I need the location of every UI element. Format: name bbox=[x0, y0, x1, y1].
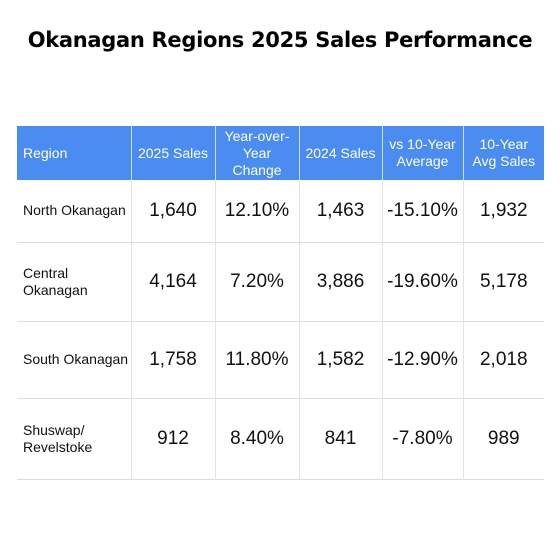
ten-year-avg-sales-cell: 989 bbox=[462, 398, 544, 479]
region-cell: Central Okanagan bbox=[23, 264, 88, 298]
column-header-2025-sales: 2025 Sales bbox=[130, 126, 215, 180]
sales-table: Region 2025 Sales Year-over-Year Change … bbox=[17, 126, 544, 480]
column-header-vs-10-year-average: vs 10-Year Average bbox=[381, 126, 463, 180]
sales-2024-cell: 1,582 bbox=[298, 321, 382, 398]
sales-2024-cell: 3,886 bbox=[298, 242, 382, 321]
sales-2025-cell: 912 bbox=[130, 398, 215, 479]
yoy-change-cell: 11.80% bbox=[214, 321, 299, 398]
sales-2025-cell: 1,758 bbox=[130, 321, 215, 398]
table-row: South Okanagan 1,758 11.80% 1,582 -12.90… bbox=[17, 321, 544, 398]
column-header-2024-sales: 2024 Sales bbox=[298, 126, 382, 180]
table-row: North Okanagan 1,640 12.10% 1,463 -15.10… bbox=[17, 180, 544, 242]
sales-2024-cell: 1,463 bbox=[298, 180, 382, 242]
table-row: Shuswap/ Revelstoke 912 8.40% 841 -7.80%… bbox=[17, 398, 544, 479]
yoy-change-cell: 8.40% bbox=[214, 398, 299, 479]
region-cell: North Okanagan bbox=[23, 202, 126, 219]
sales-2024-cell: 841 bbox=[298, 398, 382, 479]
yoy-change-cell: 12.10% bbox=[214, 180, 299, 242]
column-header-region: Region bbox=[17, 126, 131, 180]
sales-2025-cell: 1,640 bbox=[130, 180, 215, 242]
region-cell: Shuswap/ Revelstoke bbox=[23, 421, 93, 455]
table-header: Region 2025 Sales Year-over-Year Change … bbox=[17, 126, 544, 180]
vs-10-year-average-cell: -15.10% bbox=[381, 180, 463, 242]
ten-year-avg-sales-cell: 2,018 bbox=[462, 321, 544, 398]
ten-year-avg-sales-cell: 1,932 bbox=[462, 180, 544, 242]
region-cell: South Okanagan bbox=[23, 351, 129, 367]
table-body: North Okanagan 1,640 12.10% 1,463 -15.10… bbox=[17, 180, 544, 479]
sales-2025-cell: 4,164 bbox=[130, 242, 215, 321]
ten-year-avg-sales-cell: 5,178 bbox=[462, 242, 544, 321]
vs-10-year-average-cell: -7.80% bbox=[381, 398, 463, 479]
column-header-yoy-change: Year-over-Year Change bbox=[214, 126, 299, 180]
header-row: Region 2025 Sales Year-over-Year Change … bbox=[17, 126, 544, 180]
chart-title: Okanagan Regions 2025 Sales Performance bbox=[27, 28, 533, 52]
vs-10-year-average-cell: -19.60% bbox=[381, 242, 463, 321]
column-header-10-year-avg-sales: 10-Year Avg Sales bbox=[462, 126, 544, 180]
yoy-change-cell: 7.20% bbox=[214, 242, 299, 321]
table-row: Central Okanagan 4,164 7.20% 3,886 -19.6… bbox=[17, 242, 544, 321]
vs-10-year-average-cell: -12.90% bbox=[381, 321, 463, 398]
